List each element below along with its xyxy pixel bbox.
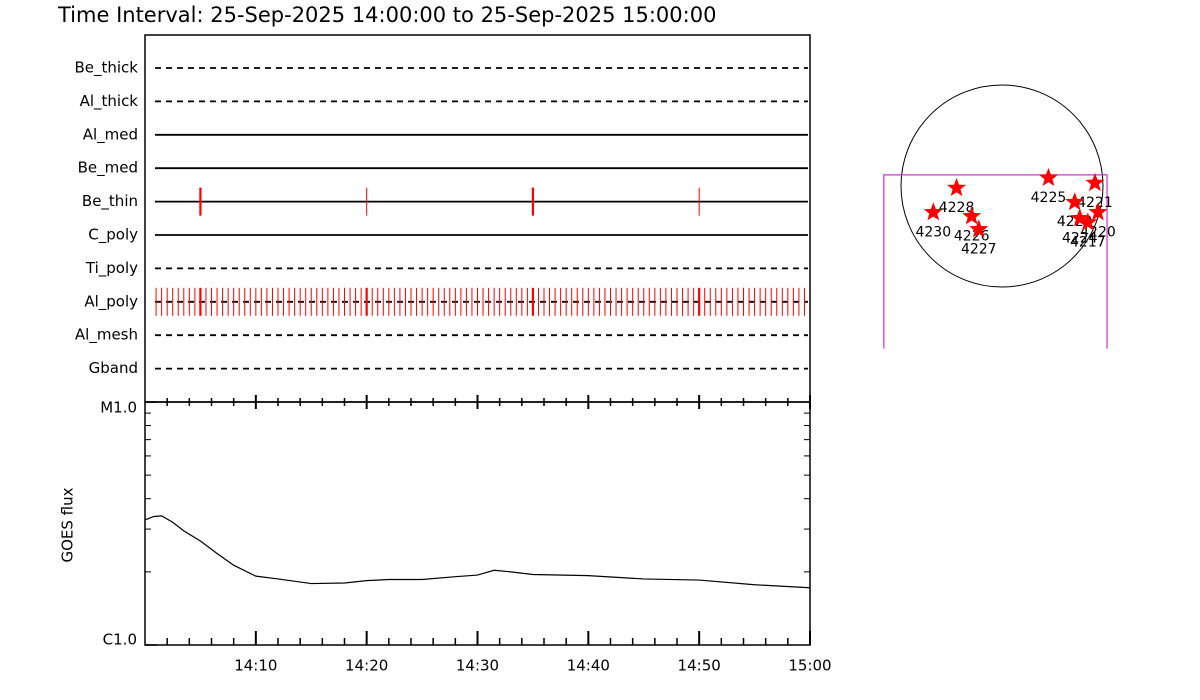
x-tick-label: 14:30 [456, 657, 499, 675]
region-star [1038, 167, 1058, 186]
goes-curve [144, 515, 811, 589]
region-star [1078, 212, 1098, 231]
y-tick-label: M1.0 [100, 399, 137, 417]
region-label: 4225 [1031, 190, 1067, 206]
region-label: 4220 [1080, 224, 1116, 240]
row-label: Al_med [83, 125, 138, 144]
x-tick-label: 14:10 [234, 657, 277, 675]
row-label: Be_thin [82, 192, 138, 211]
region-star [1088, 202, 1108, 221]
x-tick-label: 14:50 [678, 657, 721, 675]
region-label: 4227 [961, 241, 997, 257]
region-label: 4217 [1070, 234, 1106, 250]
region-star [969, 219, 989, 238]
region-star [1070, 208, 1090, 227]
row-label: C_poly [88, 226, 138, 245]
row-label: Al_mesh [75, 326, 138, 345]
region-star [947, 178, 967, 197]
row-label: Ti_poly [85, 259, 138, 278]
region-label: 4221 [1077, 195, 1113, 211]
title: Time Interval: 25-Sep-2025 14:00:00 to 2… [57, 3, 716, 27]
region-label: 4228 [939, 200, 975, 216]
y-tick-label: C1.0 [103, 631, 137, 649]
row-label: Al_poly [84, 292, 138, 311]
solar-disk [900, 84, 1104, 288]
region-star [962, 206, 982, 225]
x-tick-label: 14:20 [345, 657, 388, 675]
region-star [923, 202, 943, 221]
region-star [1065, 192, 1085, 211]
x-tick-label: 15:00 [788, 657, 831, 675]
region-label: 4230 [915, 224, 951, 240]
x-tick-label: 14:40 [567, 657, 610, 675]
region-label: 4224 [1062, 230, 1098, 246]
y-axis-label: GOES flux [59, 487, 77, 562]
row-label: Gband [89, 359, 138, 377]
row-label: Be_thick [74, 59, 138, 78]
row-label: Be_med [78, 159, 138, 178]
region-star [1085, 173, 1105, 192]
field-of-view [883, 174, 1108, 349]
row-label: Al_thick [80, 92, 139, 111]
